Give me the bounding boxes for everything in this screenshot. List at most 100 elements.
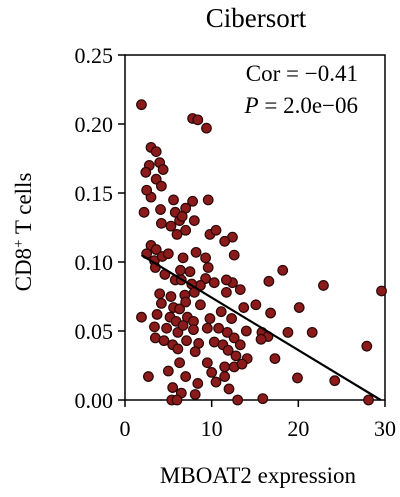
data-point: [172, 343, 184, 355]
data-point: [180, 371, 192, 382]
y-axis-label-sup: +: [11, 239, 27, 247]
data-point: [155, 298, 167, 309]
data-point: [213, 322, 225, 334]
data-point: [329, 375, 341, 387]
p-value-annotation: P = 2.0e−06: [244, 93, 358, 118]
data-point: [177, 252, 189, 264]
cor-annotation: Cor = −0.41: [246, 61, 358, 86]
y-axis-label-rest: T cells: [11, 173, 36, 240]
data-point: [155, 180, 167, 192]
data-point: [184, 266, 196, 278]
data-point: [219, 235, 231, 247]
data-point: [210, 376, 222, 388]
chart-title: Cibersort: [206, 3, 307, 33]
data-point: [167, 382, 179, 393]
data-point: [150, 244, 162, 255]
data-point: [175, 264, 186, 276]
data-point: [257, 393, 269, 405]
p-label: P: [244, 93, 259, 118]
data-point: [188, 324, 199, 336]
data-point: [165, 220, 177, 232]
data-point: [215, 306, 227, 318]
data-point: [192, 114, 204, 126]
data-point: [154, 288, 166, 300]
data-point: [202, 262, 214, 273]
data-point: [176, 211, 188, 222]
data-point: [171, 394, 183, 406]
data-point: [168, 194, 179, 206]
regression-line: [140, 254, 382, 401]
data-point: [222, 344, 234, 356]
data-point: [234, 339, 246, 351]
data-point: [194, 299, 206, 311]
data-point: [136, 99, 147, 111]
plot-area: 0 10 20 30 0.00 0.05 0.10 0.15 0.20 0.25: [75, 43, 397, 441]
data-point: [361, 340, 373, 352]
data-point: [165, 291, 177, 302]
data-point: [155, 217, 167, 229]
data-point: [189, 346, 201, 358]
data-point: [236, 358, 248, 370]
data-point: [232, 394, 244, 406]
data-point: [201, 322, 213, 334]
data-point: [201, 357, 213, 369]
data-point: [269, 353, 281, 365]
data-point: [219, 371, 231, 382]
data-point: [188, 215, 200, 227]
x-tick-label: 0: [120, 416, 131, 441]
data-point: [306, 326, 318, 338]
data-point: [138, 206, 150, 218]
data-point: [223, 383, 235, 395]
data-point: [220, 286, 232, 298]
data-point: [150, 146, 162, 158]
data-point: [220, 274, 232, 286]
y-tick-label: 0.10: [75, 250, 114, 275]
x-tick-label: 30: [374, 416, 396, 441]
data-point: [202, 194, 214, 206]
data-point: [161, 322, 173, 334]
data-point: [250, 299, 262, 311]
data-point: [221, 326, 233, 338]
data-point: [282, 326, 294, 338]
data-point: [240, 325, 252, 337]
y-tick-label: 0.05: [75, 319, 114, 344]
data-point: [177, 320, 189, 331]
data-point: [140, 166, 152, 178]
data-point: [265, 307, 277, 319]
data-point: [318, 280, 329, 291]
data-point: [136, 311, 147, 323]
data-point: [228, 332, 240, 344]
y-axis-label: CD8+ T cells: [11, 173, 36, 292]
y-axis-label-base: CD8: [11, 248, 36, 291]
data-point: [155, 204, 166, 215]
data-point: [206, 367, 218, 378]
data-point: [238, 302, 250, 313]
data-point: [200, 252, 212, 264]
data-point: [157, 164, 169, 175]
data-point: [210, 224, 222, 236]
y-tick-label: 0.15: [75, 181, 114, 206]
data-point: [142, 371, 154, 382]
data-point: [149, 321, 160, 333]
data-point: [201, 122, 212, 134]
y-tick-label: 0.25: [75, 43, 114, 68]
data-point: [141, 184, 153, 196]
data-point: [376, 285, 387, 297]
data-point: [180, 224, 192, 236]
data-point: [180, 296, 192, 308]
data-point: [181, 335, 192, 347]
data-point: [230, 350, 242, 362]
data-point: [208, 277, 220, 289]
data-point: [293, 302, 305, 313]
y-tick-label: 0.00: [75, 388, 114, 413]
data-point: [277, 264, 289, 276]
data-point: [189, 389, 201, 400]
data-point: [292, 372, 303, 384]
data-point: [190, 246, 202, 258]
x-axis-label: MBOAT2 expression: [160, 463, 357, 488]
data-point: [226, 313, 238, 324]
data-point: [263, 275, 275, 287]
p-value: = 2.0e−06: [259, 93, 358, 118]
data-point: [162, 248, 174, 260]
